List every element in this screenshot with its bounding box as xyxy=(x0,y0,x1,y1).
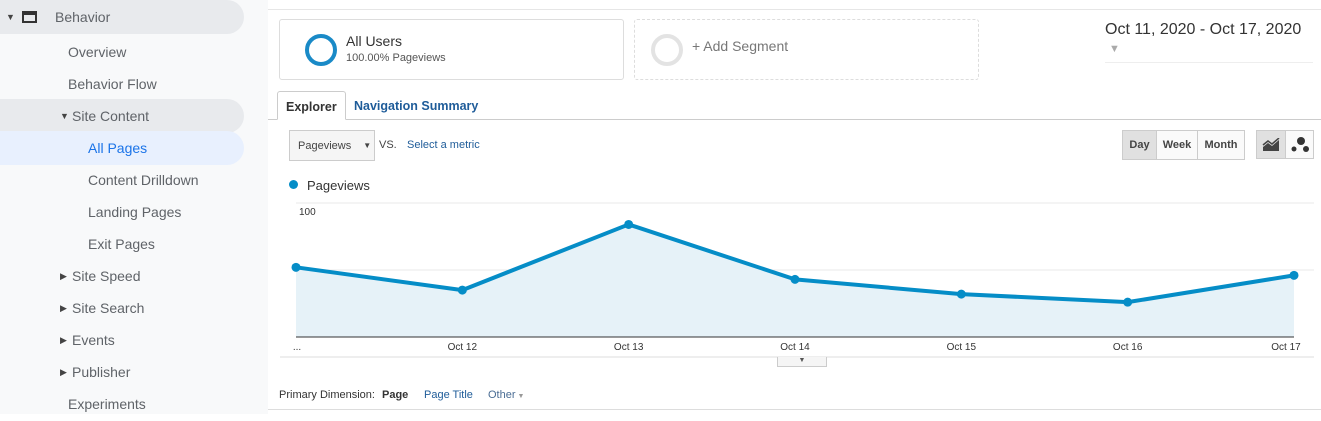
sidebar-item-landing-pages[interactable]: Landing Pages xyxy=(88,204,182,220)
tab-bar-divider xyxy=(268,119,1321,120)
legend-dot-icon xyxy=(289,180,298,189)
tab-explorer[interactable]: Explorer xyxy=(277,91,346,120)
sidebar-item-exit-pages[interactable]: Exit Pages xyxy=(88,236,155,252)
sidebar-item-experiments[interactable]: Experiments xyxy=(68,396,146,412)
caret-right-icon: ▶ xyxy=(60,302,67,313)
sidebar-item-overview[interactable]: Overview xyxy=(68,44,127,60)
divider xyxy=(268,409,1321,410)
dropdown-arrow-icon: ▼ xyxy=(517,393,525,400)
x-tick-label: Oct 17 xyxy=(1271,342,1301,353)
x-tick-label: Oct 14 xyxy=(780,342,810,353)
sidebar: ▼ Behavior Overview Behavior Flow ▼ Site … xyxy=(0,0,268,414)
expand-chart-handle[interactable]: ▼ xyxy=(777,357,827,367)
dimension-other[interactable]: Other ▼ xyxy=(488,389,525,401)
x-tick-label: Oct 13 xyxy=(613,342,644,353)
data-point xyxy=(956,289,966,299)
week-button[interactable]: Week xyxy=(1156,130,1198,160)
y-tick-label: 100 xyxy=(299,207,316,218)
sidebar-item-site-speed[interactable]: ▶ Site Speed xyxy=(60,268,141,284)
dropdown-arrow-icon: ▼ xyxy=(363,141,372,150)
caret-right-icon: ▶ xyxy=(60,366,67,377)
dropdown-arrow-icon: ▼ xyxy=(1109,43,1120,55)
caret-right-icon: ▶ xyxy=(60,334,67,345)
bubble-chart-icon xyxy=(1291,136,1309,152)
select-metric-link[interactable]: Select a metric xyxy=(407,139,480,151)
segment-ring-icon xyxy=(305,34,337,66)
data-point xyxy=(291,262,301,272)
day-button[interactable]: Day xyxy=(1122,130,1157,160)
behavior-icon xyxy=(22,11,37,23)
x-tick-label: Oct 15 xyxy=(946,342,977,353)
data-point xyxy=(790,274,800,284)
sidebar-item-publisher[interactable]: ▶ Publisher xyxy=(60,364,131,380)
line-chart-button[interactable] xyxy=(1256,130,1286,159)
sidebar-item-site-search[interactable]: ▶ Site Search xyxy=(60,300,145,316)
empty-segment-icon xyxy=(651,34,683,66)
pageviews-chart: 10050 xyxy=(280,202,1314,358)
dimension-page-title[interactable]: Page Title xyxy=(424,389,473,401)
x-tick-label: ... xyxy=(292,342,302,353)
sidebar-item-events[interactable]: ▶ Events xyxy=(60,332,115,348)
data-point xyxy=(624,219,634,229)
sidebar-item-behavior[interactable]: ▼ Behavior xyxy=(0,0,244,34)
add-segment-button[interactable]: + Add Segment xyxy=(634,19,979,80)
metric-select[interactable]: Pageviews ▼ xyxy=(289,130,375,161)
caret-down-icon: ▼ xyxy=(6,12,15,22)
caret-down-icon: ▼ xyxy=(60,111,69,121)
vs-label: VS. xyxy=(379,139,397,151)
line-chart-icon xyxy=(1262,137,1280,151)
sidebar-item-all-pages[interactable]: All Pages xyxy=(0,131,244,165)
data-point xyxy=(457,285,467,295)
caret-right-icon: ▶ xyxy=(60,270,67,281)
data-point xyxy=(1289,270,1299,280)
segment-all-users[interactable]: All Users 100.00% Pageviews xyxy=(279,19,624,80)
x-tick-label: Oct 16 xyxy=(1112,342,1143,353)
x-tick-label: Oct 12 xyxy=(447,342,478,353)
date-range-picker[interactable]: Oct 11, 2020 - Oct 17, 2020 ▼ xyxy=(1105,21,1313,63)
motion-chart-button[interactable] xyxy=(1285,130,1314,159)
dimension-page[interactable]: Page xyxy=(382,389,409,401)
sidebar-item-content-drilldown[interactable]: Content Drilldown xyxy=(88,172,199,188)
legend-label: Pageviews xyxy=(307,178,370,193)
primary-dimension-label: Primary Dimension: xyxy=(279,389,375,401)
tab-navigation-summary[interactable]: Navigation Summary xyxy=(354,99,479,113)
data-point xyxy=(1123,297,1133,307)
divider xyxy=(268,9,1321,10)
sidebar-item-site-content[interactable]: ▼ Site Content xyxy=(0,99,244,133)
sidebar-item-behavior-flow[interactable]: Behavior Flow xyxy=(68,76,157,92)
month-button[interactable]: Month xyxy=(1197,130,1245,160)
